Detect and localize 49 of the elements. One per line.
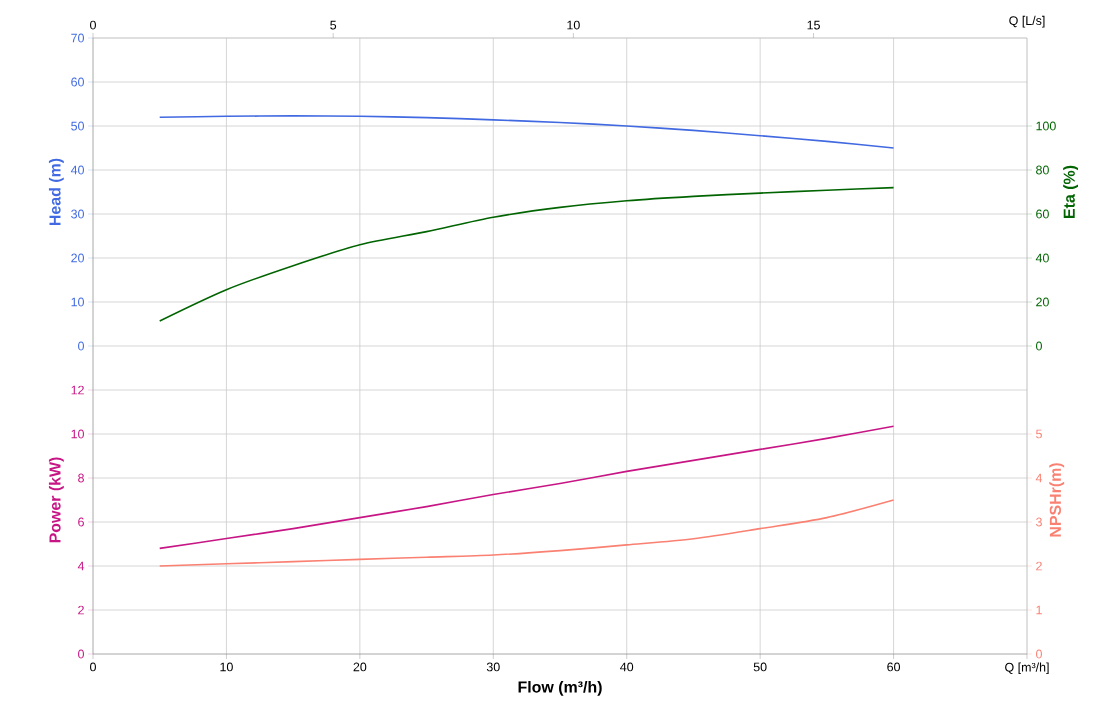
- y-axis-title: Power (kW): [48, 457, 64, 543]
- y-tick-label: 30: [71, 209, 84, 219]
- line-series: [158, 499, 895, 567]
- x-tick-label: 50: [753, 662, 767, 672]
- x-tick-label: 40: [620, 662, 634, 672]
- x-axis-title: Flow (m³/h): [518, 680, 602, 696]
- y2-axis-title: NPSHr(m): [1049, 463, 1065, 537]
- line-series: [158, 425, 895, 550]
- y2-tick-label: 2: [1036, 561, 1042, 571]
- y-tick-label: 0: [78, 649, 84, 659]
- y-axis-title: Head (m): [48, 158, 64, 226]
- x-tick-label: 60: [887, 662, 901, 672]
- y-tick-label: 20: [71, 253, 84, 263]
- y-tick-label: 2: [78, 605, 84, 615]
- y-tick-label: 10: [71, 429, 84, 439]
- y2-tick-label: 80: [1036, 165, 1049, 175]
- y-tick-label: 70: [71, 33, 84, 43]
- y-tick-label: 12: [71, 385, 84, 395]
- y-tick-label: 4: [77, 561, 85, 571]
- y-tick-label: 8: [78, 473, 84, 483]
- y2-tick-label: 100: [1036, 121, 1056, 131]
- y-tick-label: 6: [78, 517, 84, 527]
- x-tick-label: 10: [220, 662, 233, 672]
- x2-tick-label: 0: [90, 20, 96, 30]
- x2-tick-label: 5: [330, 20, 337, 30]
- y2-tick-label: 3: [1036, 517, 1042, 527]
- y2-tick-label: 0: [1036, 341, 1042, 351]
- y-tick-label: 60: [71, 77, 84, 87]
- y2-tick-label: 0: [1036, 649, 1042, 659]
- x2-tick-label: 15: [807, 20, 820, 30]
- y-tick-label: 10: [71, 297, 84, 307]
- y-tick-label: 40: [70, 165, 84, 175]
- y2-tick-label: 1: [1036, 605, 1042, 615]
- y2-tick-label: 60: [1036, 209, 1049, 219]
- y-tick-label: 0: [78, 341, 84, 351]
- y2-tick-label: 5: [1036, 429, 1042, 439]
- x2-tick-label: 10: [567, 20, 580, 30]
- x-tick-label: 20: [353, 662, 367, 672]
- x-tick-label: Q [m³/h]: [1005, 662, 1049, 675]
- line-series: [158, 115, 895, 149]
- y2-axis-title: Eta (%): [1063, 165, 1079, 218]
- x-tick-label: 30: [486, 662, 500, 672]
- y2-tick-label: 20: [1036, 297, 1049, 307]
- y-tick-label: 50: [71, 121, 84, 131]
- y2-tick-label: 4: [1035, 473, 1043, 483]
- line-series: [158, 186, 895, 322]
- y2-tick-label: 40: [1035, 253, 1049, 263]
- x-tick-label: 0: [90, 662, 96, 672]
- x2-axis-title: Q [L/s]: [1009, 15, 1045, 28]
